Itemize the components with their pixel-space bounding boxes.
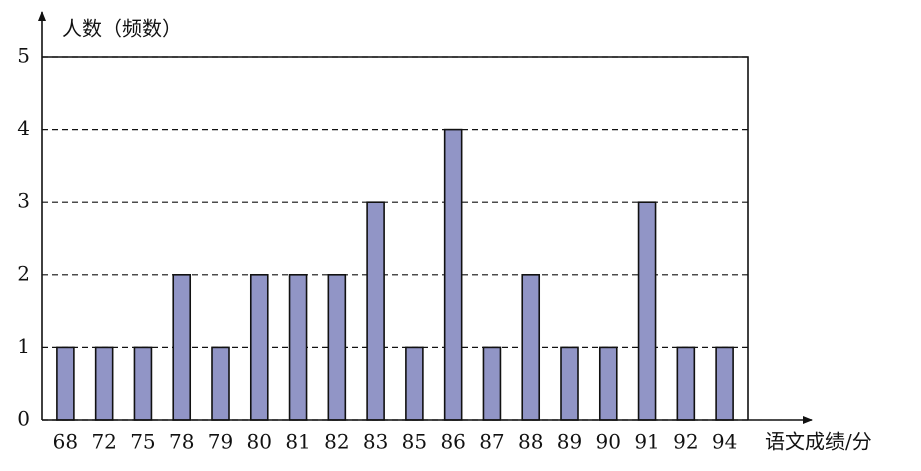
bar [676,346,696,421]
y-tick-label: 0 [17,407,30,431]
y-tick-label: 1 [17,334,30,358]
y-tick-label: 4 [17,116,30,140]
y-axis-label: 人数（频数） [62,17,182,41]
bar [249,273,269,421]
x-tick-label: 90 [596,430,621,454]
bar [560,346,579,421]
bar [211,346,230,421]
bar [598,346,618,421]
x-tick-label: 68 [53,430,78,454]
x-tick-label: 75 [130,430,155,454]
bar [405,346,424,421]
x-tick-label: 86 [440,430,465,454]
bar [94,346,114,421]
x-tick-label: 91 [634,430,659,454]
bar [133,346,153,421]
x-tick-label: 72 [91,430,116,454]
x-tick-label: 89 [557,430,582,454]
bar [443,128,463,421]
x-tick-label: 78 [169,430,194,454]
x-tick-label: 83 [363,430,388,454]
bar [56,346,75,421]
bar [715,346,734,421]
x-tick-label: 80 [247,430,272,454]
x-tick-label: 88 [518,430,543,454]
bar [288,273,308,421]
x-tick-label: 79 [208,430,233,454]
x-tick-label: 81 [285,430,310,454]
bar [482,346,502,421]
plot-frame [42,56,749,420]
x-tick-label: 94 [712,430,737,454]
bar [521,273,541,421]
x-tick-label: 85 [402,430,427,454]
bar [327,273,347,421]
x-tick-label: 87 [479,430,504,454]
x-tick-label: 92 [673,430,698,454]
bar [172,273,192,421]
bar [366,201,385,421]
y-tick-label: 2 [17,261,30,285]
x-axis-label: 语文成绩/分 [765,430,872,454]
bar [637,201,657,421]
y-tick-label: 5 [17,44,30,68]
x-tick-label: 82 [324,430,349,454]
y-tick-label: 3 [17,189,30,213]
